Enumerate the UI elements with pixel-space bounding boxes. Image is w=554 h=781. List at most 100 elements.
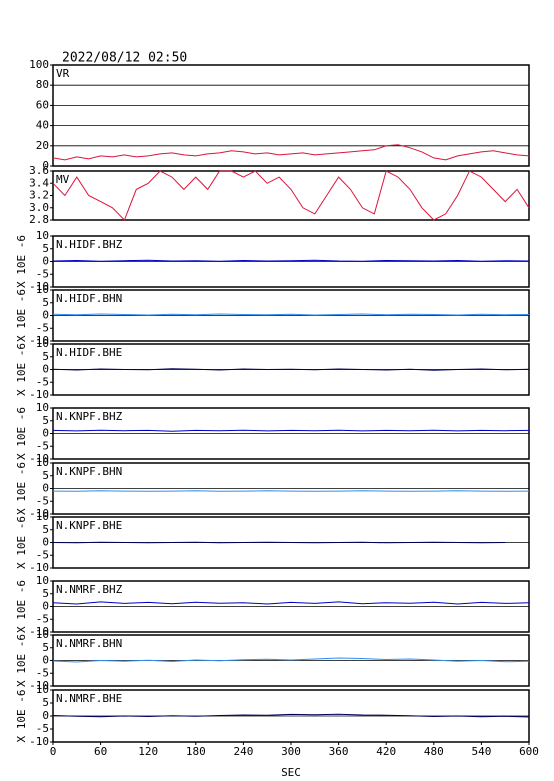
panel-label: N.KNPF.BHE xyxy=(56,519,122,532)
x-axis-label: SEC xyxy=(281,766,301,779)
y-tick-label: 0 xyxy=(42,654,49,667)
y-tick-label: 5 xyxy=(42,414,49,427)
y-tick-label: 10 xyxy=(36,628,49,641)
y-tick-label: 10 xyxy=(36,683,49,696)
y-tick-label: -5 xyxy=(36,375,49,388)
y-axis-label: X 10E -6 xyxy=(15,580,28,633)
chart-title: 2022/08/12 02:50 xyxy=(62,51,187,66)
y-tick-label: 10 xyxy=(36,229,49,242)
panel-label: N.HIDF.BHN xyxy=(56,292,122,305)
y-tick-label: 40 xyxy=(36,119,49,132)
y-tick-label: -5 xyxy=(36,548,49,561)
y-tick-label: 10 xyxy=(36,283,49,296)
y-tick-label: -10 xyxy=(29,388,49,401)
y-tick-label: 5 xyxy=(42,242,49,255)
y-tick-label: 0 xyxy=(42,159,49,172)
y-tick-label: -5 xyxy=(36,666,49,679)
x-tick-label: 360 xyxy=(329,745,349,758)
x-tick-label: 600 xyxy=(519,745,539,758)
y-axis-label: X 10E -6 xyxy=(15,516,28,569)
y-tick-label: 5 xyxy=(42,587,49,600)
y-axis-label: X 10E -6 xyxy=(15,462,28,515)
y-tick-label: 5 xyxy=(42,641,49,654)
y-tick-label: -10 xyxy=(29,679,49,692)
y-tick-label: -10 xyxy=(29,280,49,293)
y-tick-label: 5 xyxy=(42,523,49,536)
y-tick-label: 0 xyxy=(42,482,49,495)
y-axis-label: X 10E -6 xyxy=(15,407,28,460)
panel-frame xyxy=(52,64,530,167)
y-axis-label: X 10E -6 xyxy=(15,343,28,396)
trace xyxy=(52,601,530,605)
y-tick-label: -5 xyxy=(36,722,49,735)
y-tick-label: 100 xyxy=(29,58,49,71)
y-tick-label: 80 xyxy=(36,78,49,91)
y-tick-label: 10 xyxy=(36,337,49,350)
y-tick-label: 10 xyxy=(36,574,49,587)
y-tick-label: -10 xyxy=(29,625,49,638)
y-tick-label: 10 xyxy=(36,510,49,523)
panel-label: N.NMRF.BHE xyxy=(56,692,122,705)
y-tick-label: -5 xyxy=(36,321,49,334)
y-tick-label: 0 xyxy=(42,255,49,268)
y-tick-label: 3.0 xyxy=(29,201,49,214)
trace xyxy=(52,368,530,371)
trace xyxy=(52,313,530,316)
y-axis-label: X 10E -6 xyxy=(15,235,28,288)
trace xyxy=(52,259,530,262)
y-axis-label: X 10E -6 xyxy=(15,289,28,342)
x-tick-label: 0 xyxy=(50,745,57,758)
y-tick-label: 2.8 xyxy=(29,213,49,226)
trace xyxy=(52,541,506,544)
x-tick-label: 60 xyxy=(94,745,107,758)
y-tick-label: -5 xyxy=(36,439,49,452)
x-tick-label: 300 xyxy=(281,745,301,758)
y-tick-label: -10 xyxy=(29,452,49,465)
y-tick-label: -5 xyxy=(36,267,49,280)
y-tick-label: 60 xyxy=(36,98,49,111)
panel-label: N.NMRF.BHZ xyxy=(56,583,123,596)
y-axis-label: X 10E -6 xyxy=(15,690,28,743)
y-tick-label: 0 xyxy=(42,709,49,722)
y-tick-label: 3.6 xyxy=(29,164,49,177)
y-axis-label: X 10E -6 xyxy=(15,634,28,687)
x-tick-label: 240 xyxy=(233,745,253,758)
x-tick-label: 540 xyxy=(471,745,491,758)
y-tick-label: -10 xyxy=(29,735,49,748)
trace xyxy=(52,713,530,718)
y-tick-label: 3.4 xyxy=(29,176,49,189)
panel-label: MV xyxy=(56,173,70,186)
x-tick-label: 480 xyxy=(424,745,444,758)
y-tick-label: -5 xyxy=(36,612,49,625)
panel-label: N.KNPF.BHZ xyxy=(56,410,123,423)
trace xyxy=(52,144,530,161)
trace xyxy=(52,490,530,492)
y-tick-label: 10 xyxy=(36,401,49,414)
y-tick-label: 5 xyxy=(42,350,49,363)
y-tick-label: 0 xyxy=(42,536,49,549)
y-tick-label: 5 xyxy=(42,696,49,709)
y-tick-label: 5 xyxy=(42,469,49,482)
y-tick-label: -10 xyxy=(29,507,49,520)
y-tick-label: 5 xyxy=(42,296,49,309)
y-tick-label: 0 xyxy=(42,600,49,613)
y-tick-label: 0 xyxy=(42,309,49,322)
y-tick-label: 20 xyxy=(36,139,49,152)
y-tick-label: -10 xyxy=(29,334,49,347)
panel-label: VR xyxy=(56,67,70,80)
y-tick-label: 3.2 xyxy=(29,189,49,202)
trace xyxy=(52,429,530,432)
x-tick-label: 180 xyxy=(186,745,206,758)
y-tick-label: -5 xyxy=(36,494,49,507)
y-tick-label: 0 xyxy=(42,427,49,440)
panel-label: N.KNPF.BHN xyxy=(56,465,122,478)
y-tick-label: -10 xyxy=(29,561,49,574)
panel-label: N.NMRF.BHN xyxy=(56,637,122,650)
x-tick-label: 120 xyxy=(138,745,158,758)
panel-label: N.HIDF.BHE xyxy=(56,346,122,359)
x-tick-label: 420 xyxy=(376,745,396,758)
panel-label: N.HIDF.BHZ xyxy=(56,238,123,251)
trace xyxy=(52,657,530,663)
